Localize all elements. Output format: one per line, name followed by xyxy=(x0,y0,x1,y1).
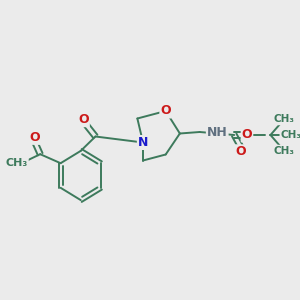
Text: O: O xyxy=(235,145,246,158)
Text: CH₃: CH₃ xyxy=(274,114,295,124)
Text: CH₃: CH₃ xyxy=(280,130,300,140)
Text: N: N xyxy=(138,136,148,149)
Text: CH₃: CH₃ xyxy=(274,146,295,156)
Text: O: O xyxy=(160,104,171,118)
Text: NH: NH xyxy=(207,125,228,139)
Text: CH₃: CH₃ xyxy=(6,158,28,168)
Text: O: O xyxy=(242,128,252,142)
Text: O: O xyxy=(30,131,40,144)
Text: O: O xyxy=(78,113,89,126)
